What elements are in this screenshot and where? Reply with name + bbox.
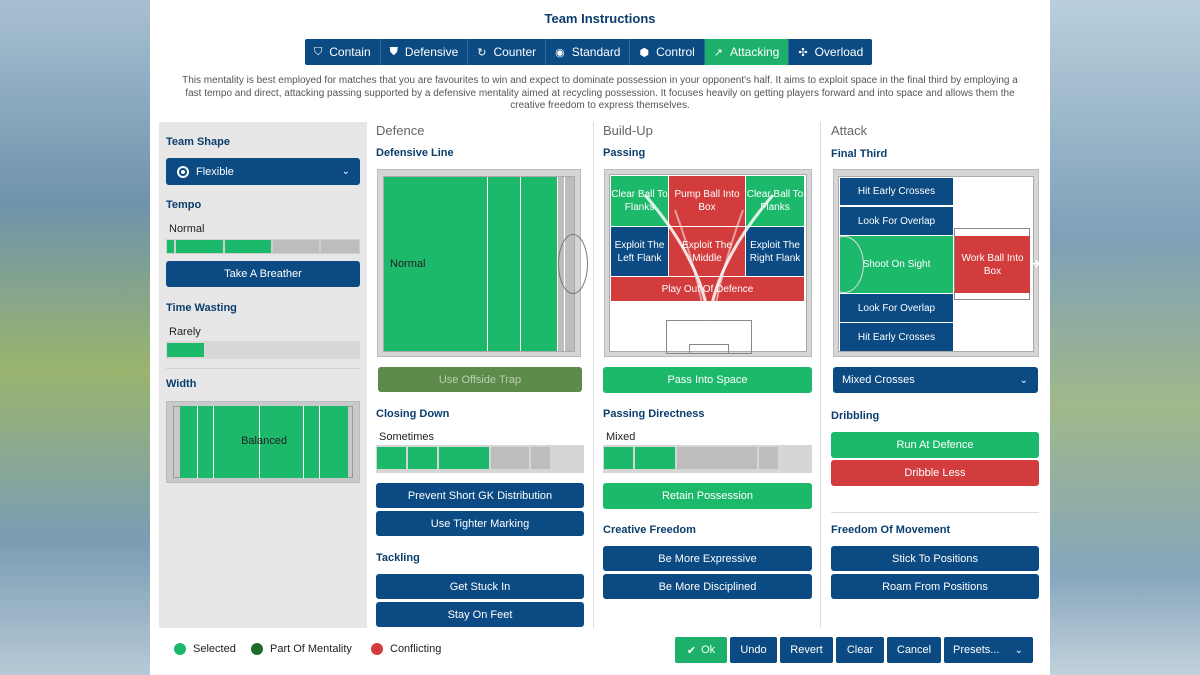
time-wasting-value: Rarely bbox=[169, 326, 201, 338]
chevron-down-icon: ⌄ bbox=[1014, 644, 1023, 656]
undo-button[interactable]: Undo bbox=[730, 637, 777, 663]
target-icon bbox=[177, 165, 189, 178]
legend-selected: Selected bbox=[174, 643, 236, 655]
cancel-button[interactable]: Cancel bbox=[887, 637, 941, 663]
closing-down-value: Sometimes bbox=[379, 431, 435, 443]
hit-early-crosses-top-zone[interactable]: Hit Early Crosses bbox=[840, 178, 953, 205]
passing-directness-label: Passing Directness bbox=[603, 408, 705, 420]
tempo-value: Normal bbox=[169, 223, 205, 235]
tempo-label: Tempo bbox=[166, 199, 202, 211]
defence-header: Defence bbox=[376, 123, 425, 138]
legend-part-of-mentality: Part Of Mentality bbox=[251, 643, 352, 655]
team-shape-dropdown[interactable]: Flexible ⌄ bbox=[166, 158, 360, 185]
attacking-icon: ↗ bbox=[713, 46, 723, 59]
chevron-down-icon: ⌄ bbox=[341, 166, 350, 177]
arrow-right-icon: ➜ bbox=[1029, 255, 1041, 271]
stay-on-feet-button[interactable]: Stay On Feet bbox=[376, 602, 584, 627]
left-panel: Team Shape Flexible ⌄ Tempo Normal Take … bbox=[159, 122, 367, 628]
stick-to-positions-button[interactable]: Stick To Positions bbox=[831, 546, 1039, 571]
passing-arrows bbox=[643, 194, 775, 321]
passing-label: Passing bbox=[603, 147, 646, 159]
time-wasting-label: Time Wasting bbox=[166, 302, 237, 314]
background-left bbox=[0, 0, 150, 675]
closing-down-slider[interactable] bbox=[376, 445, 584, 473]
passing-directness-slider[interactable] bbox=[603, 445, 812, 473]
shield-icon: ⛉ bbox=[314, 45, 323, 58]
pump-ball-into-box-zone[interactable]: Pump Ball Into Box bbox=[669, 176, 745, 226]
dribbling-label: Dribbling bbox=[831, 410, 880, 422]
dribble-less-button[interactable]: Dribble Less bbox=[831, 460, 1039, 486]
passing-directness-value: Mixed bbox=[606, 431, 636, 443]
clear-ball-to-flanks-left-zone[interactable]: Clear Ball To Flanks bbox=[611, 176, 668, 226]
overload-icon: ✣ bbox=[798, 46, 808, 59]
tab-counter[interactable]: ↻ Counter bbox=[468, 39, 547, 65]
retain-possession-button[interactable]: Retain Possession bbox=[603, 483, 812, 509]
hit-early-crosses-bottom-zone[interactable]: Hit Early Crosses bbox=[840, 323, 953, 351]
tab-overload[interactable]: ✣ Overload bbox=[798, 45, 864, 59]
be-more-expressive-button[interactable]: Be More Expressive bbox=[603, 546, 812, 571]
final-third-label: Final Third bbox=[831, 148, 888, 160]
exploit-right-flank-zone[interactable]: Exploit The Right Flank bbox=[746, 227, 804, 276]
play-out-of-defence-zone[interactable]: Play Out Of Defence bbox=[611, 277, 804, 301]
time-wasting-slider[interactable] bbox=[166, 341, 360, 359]
tackling-label: Tackling bbox=[376, 552, 420, 564]
tab-defensive[interactable]: ⛊ Defensive bbox=[381, 39, 469, 65]
defensive-line-label: Defensive Line bbox=[376, 147, 454, 159]
run-at-defence-button[interactable]: Run At Defence bbox=[831, 432, 1039, 458]
legend-conflicting: Conflicting bbox=[371, 643, 441, 655]
exploit-left-flank-zone[interactable]: Exploit The Left Flank bbox=[611, 227, 668, 276]
standard-icon: ◉ bbox=[555, 46, 565, 59]
counter-icon: ↻ bbox=[477, 46, 487, 59]
clear-button[interactable]: Clear bbox=[836, 637, 884, 663]
closing-down-label: Closing Down bbox=[376, 408, 450, 420]
selected-dot-icon bbox=[174, 643, 186, 655]
revert-button[interactable]: Revert bbox=[780, 637, 833, 663]
get-stuck-in-button[interactable]: Get Stuck In bbox=[376, 574, 584, 599]
background-right bbox=[1050, 0, 1200, 675]
look-for-overlap-bottom-zone[interactable]: Look For Overlap bbox=[840, 294, 953, 322]
ok-button[interactable]: ✔ Ok bbox=[675, 637, 727, 663]
width-value: Balanced bbox=[241, 435, 287, 447]
mentality-tabs: ⛉ Contain ⛊ Defensive ↻ Counter ◉ Standard ⬢… bbox=[305, 39, 873, 65]
crosses-dropdown[interactable]: Mixed Crosses ⌄ bbox=[833, 367, 1038, 393]
roam-from-positions-button[interactable]: Roam From Positions bbox=[831, 574, 1039, 599]
tempo-slider[interactable] bbox=[166, 239, 360, 254]
passing-pitch: Clear Ball To Flanks Pump Ball Into Box … bbox=[604, 169, 812, 357]
check-icon: ✔ bbox=[686, 644, 697, 657]
tab-control[interactable]: ⬢ Control bbox=[630, 39, 705, 65]
work-ball-into-box-zone[interactable]: Work Ball Into Box bbox=[955, 236, 1030, 293]
defensive-line-value: Normal bbox=[390, 258, 426, 270]
tab-contain[interactable]: ⛉ Contain bbox=[305, 39, 381, 65]
conflicting-dot-icon bbox=[371, 643, 383, 655]
freedom-of-movement-label: Freedom Of Movement bbox=[831, 524, 951, 536]
control-icon: ⬢ bbox=[639, 46, 650, 59]
tab-standard[interactable]: ◉ Standard bbox=[546, 39, 631, 65]
exploit-middle-zone[interactable]: Exploit The Middle bbox=[669, 227, 745, 276]
attack-header: Attack bbox=[831, 123, 868, 138]
team-shape-label: Team Shape bbox=[166, 136, 230, 148]
take-a-breather-button[interactable]: Take A Breather bbox=[166, 261, 360, 287]
defensive-line-pitch[interactable]: Normal bbox=[377, 169, 588, 357]
look-for-overlap-top-zone[interactable]: Look For Overlap bbox=[840, 207, 953, 235]
width-pitch[interactable]: Balanced bbox=[166, 401, 360, 483]
team-instructions-dialog: Team Instructions ⛉ Contain ⛊ Defensive ↻ C… bbox=[150, 0, 1050, 675]
mentality-description: This mentality is best employed for matc… bbox=[182, 75, 1018, 111]
shield-icon: ⛊ bbox=[389, 45, 398, 58]
clear-ball-to-flanks-right-zone[interactable]: Clear Ball To Flanks bbox=[746, 176, 804, 226]
width-label: Width bbox=[166, 378, 197, 390]
dialog-title: Team Instructions bbox=[544, 11, 656, 26]
tab-attacking[interactable]: ↗ Attacking bbox=[704, 39, 790, 65]
build-up-header: Build-Up bbox=[603, 123, 653, 138]
chevron-down-icon: ⌄ bbox=[1019, 374, 1028, 386]
prevent-short-gk-distribution-button[interactable]: Prevent Short GK Distribution bbox=[376, 483, 584, 508]
presets-dropdown[interactable]: Presets... ⌄ bbox=[944, 637, 1033, 663]
part-of-mentality-dot-icon bbox=[251, 643, 263, 655]
be-more-disciplined-button[interactable]: Be More Disciplined bbox=[603, 574, 812, 599]
creative-freedom-label: Creative Freedom bbox=[603, 524, 696, 536]
use-offside-trap-button[interactable]: Use Offside Trap bbox=[378, 367, 582, 392]
use-tighter-marking-button[interactable]: Use Tighter Marking bbox=[376, 511, 584, 536]
pass-into-space-button[interactable]: Pass Into Space bbox=[603, 367, 812, 393]
final-third-pitch: Hit Early Crosses Look For Overlap Shoot… bbox=[833, 169, 1041, 357]
